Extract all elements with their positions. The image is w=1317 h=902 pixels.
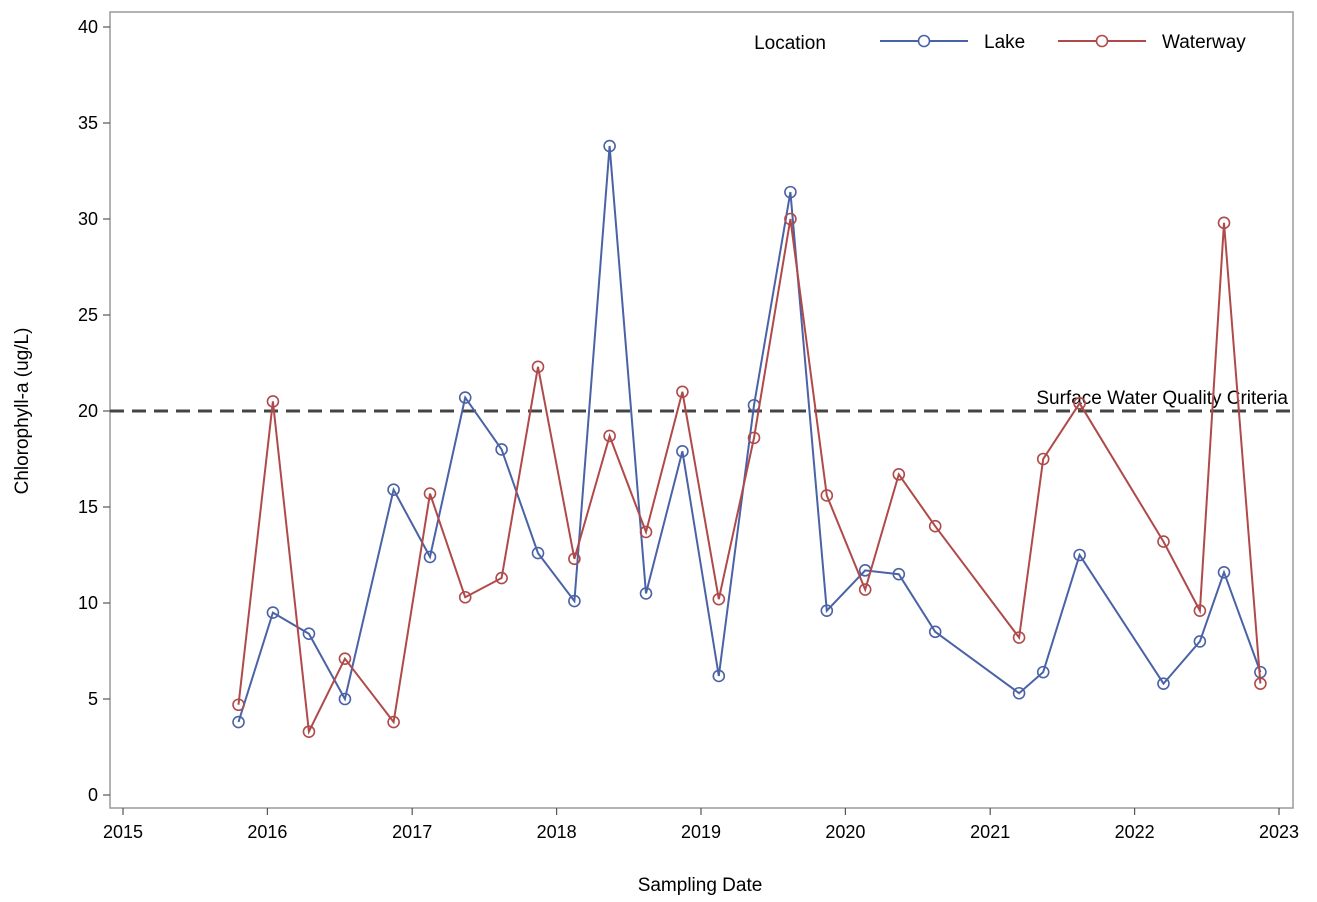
x-tick-label: 2019 xyxy=(681,822,721,842)
legend-marker-waterway xyxy=(1095,34,1109,48)
data-point-lake xyxy=(639,587,653,600)
y-tick-label: 40 xyxy=(78,17,98,37)
data-point-waterway xyxy=(531,360,545,374)
y-tick-label: 35 xyxy=(78,113,98,133)
series-waterway xyxy=(232,212,1267,738)
x-tick-label: 2022 xyxy=(1115,822,1155,842)
data-point-waterway xyxy=(1254,677,1267,690)
data-point-waterway xyxy=(266,395,280,408)
x-tick-label: 2023 xyxy=(1259,822,1299,842)
data-point-waterway xyxy=(458,590,472,604)
data-point-lake xyxy=(928,625,942,639)
data-point-lake xyxy=(603,139,616,153)
data-point-lake xyxy=(568,594,581,608)
data-point-lake xyxy=(1036,665,1050,679)
data-point-lake xyxy=(302,627,316,641)
data-point-waterway xyxy=(676,385,689,399)
data-point-waterway xyxy=(784,212,797,226)
legend-title: Location xyxy=(754,33,826,54)
data-point-lake xyxy=(338,692,352,706)
data-point-lake xyxy=(712,669,726,683)
data-point-waterway xyxy=(1012,631,1026,644)
data-point-waterway xyxy=(1157,535,1170,548)
series-line-lake xyxy=(237,145,1262,723)
y-tick-label: 5 xyxy=(88,689,98,709)
x-tick-label: 2015 xyxy=(103,822,143,842)
legend-label-lake: Lake xyxy=(984,32,1025,53)
legend-label-waterway: Waterway xyxy=(1162,32,1246,53)
reference-line-label: Surface Water Quality Criteria xyxy=(1036,388,1288,409)
data-point-waterway xyxy=(387,715,400,729)
y-tick-label: 15 xyxy=(78,497,98,517)
data-point-waterway xyxy=(639,525,653,539)
data-point-waterway xyxy=(1217,216,1231,230)
y-tick-label: 30 xyxy=(78,209,98,229)
data-point-lake xyxy=(1193,635,1207,648)
data-point-lake xyxy=(1012,686,1026,700)
legend: Location Lake Waterway xyxy=(754,32,1246,54)
data-point-waterway xyxy=(423,487,437,500)
legend-marker-lake xyxy=(917,34,931,48)
data-point-lake xyxy=(1157,677,1170,690)
series-line-waterway xyxy=(237,218,1262,736)
x-tick-label: 2017 xyxy=(392,822,432,842)
y-tick-label: 0 xyxy=(88,785,98,805)
x-axis-label: Sampling Date xyxy=(638,875,763,896)
y-axis-label: Chlorophyll-a (ug/L) xyxy=(12,328,33,495)
data-point-waterway xyxy=(712,592,726,606)
data-point-lake xyxy=(266,606,280,619)
data-point-waterway xyxy=(928,519,942,533)
plot-layer: 0 5 10 15 20 25 30 35 40 2015 2016 2017 2018 2019 2020… xyxy=(78,11,1299,842)
data-point-lake xyxy=(232,715,245,729)
series-lake xyxy=(232,139,1267,729)
x-tick-label: 2018 xyxy=(537,822,577,842)
data-point-waterway xyxy=(858,583,872,596)
y-tick-label: 10 xyxy=(78,593,98,613)
data-point-waterway xyxy=(338,652,352,665)
data-point-waterway xyxy=(302,725,316,738)
data-point-lake xyxy=(676,445,689,458)
data-point-lake xyxy=(423,550,437,564)
x-tick-label: 2016 xyxy=(247,822,287,842)
data-point-waterway xyxy=(1193,604,1207,617)
data-point-waterway xyxy=(1073,397,1086,410)
x-tick-label: 2021 xyxy=(970,822,1010,842)
data-point-lake xyxy=(1217,565,1231,579)
data-point-lake xyxy=(784,185,797,199)
data-point-waterway xyxy=(232,698,245,712)
data-point-lake xyxy=(892,567,906,581)
data-point-lake xyxy=(820,604,834,617)
data-point-waterway xyxy=(568,552,581,566)
data-point-waterway xyxy=(747,431,761,445)
data-point-lake xyxy=(495,443,508,456)
data-point-lake xyxy=(387,483,400,497)
data-point-lake xyxy=(458,391,472,404)
data-point-waterway xyxy=(892,468,906,481)
data-point-waterway xyxy=(603,429,616,443)
y-tick-label: 20 xyxy=(78,401,98,421)
data-point-waterway xyxy=(1036,452,1050,466)
data-point-waterway xyxy=(820,489,834,502)
data-point-lake xyxy=(1073,548,1086,562)
x-tick-label: 2020 xyxy=(825,822,865,842)
data-point-waterway xyxy=(495,571,508,585)
y-tick-label: 25 xyxy=(78,305,98,325)
data-point-lake xyxy=(531,546,545,560)
